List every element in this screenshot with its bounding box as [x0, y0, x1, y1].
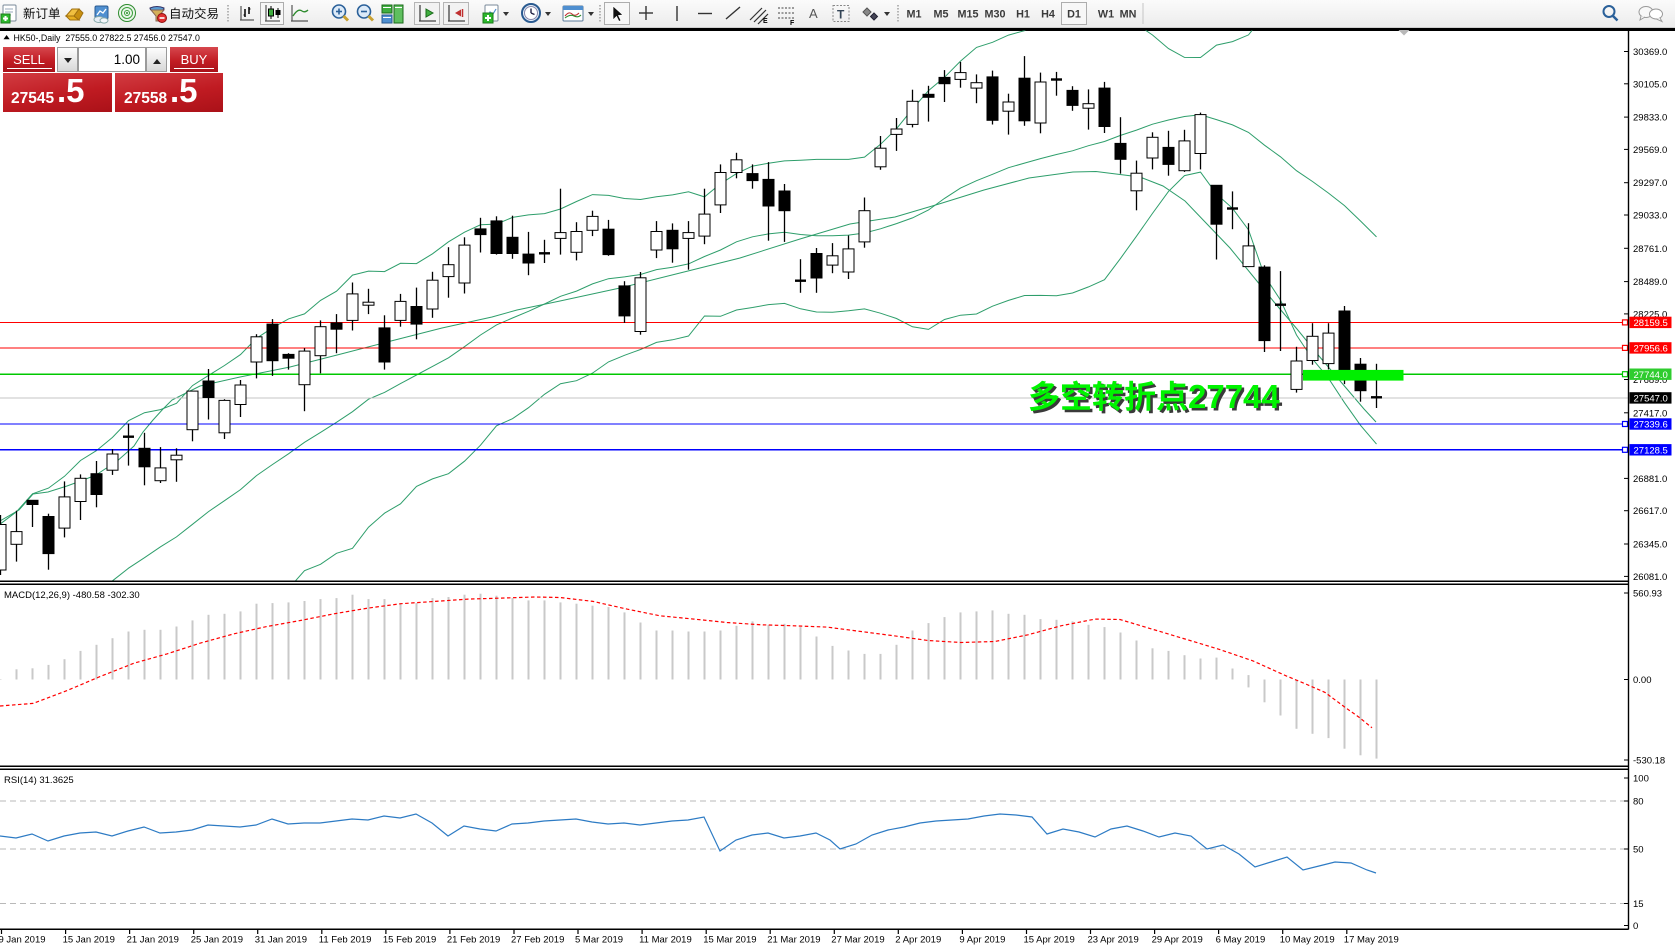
svg-text:29 Apr 2019: 29 Apr 2019	[1152, 935, 1203, 946]
svg-text:9 Apr 2019: 9 Apr 2019	[959, 935, 1005, 946]
svg-text:HK50-,Daily 27555.0 27822.5 2: HK50-,Daily 27555.0 27822.5 27456.0 2754…	[14, 33, 200, 43]
svg-text:M30: M30	[984, 9, 1005, 21]
svg-text:28761.0: 28761.0	[1633, 244, 1667, 255]
svg-text:MN: MN	[1120, 9, 1137, 21]
svg-text:26617.0: 26617.0	[1633, 506, 1667, 517]
svg-text:T: T	[837, 8, 845, 22]
svg-text:15 Apr 2019: 15 Apr 2019	[1024, 935, 1075, 946]
svg-text:10 May 2019: 10 May 2019	[1280, 935, 1335, 946]
svg-text:29297.0: 29297.0	[1633, 178, 1667, 189]
svg-text:560.93: 560.93	[1633, 589, 1662, 600]
svg-text:50: 50	[1633, 845, 1644, 856]
svg-text:0: 0	[1633, 921, 1638, 932]
svg-text:E: E	[763, 18, 768, 25]
svg-text:26881.0: 26881.0	[1633, 474, 1667, 485]
svg-text:9 Jan 2019: 9 Jan 2019	[0, 935, 46, 946]
svg-text:21 Jan 2019: 21 Jan 2019	[127, 935, 179, 946]
svg-text:28225.0: 28225.0	[1633, 309, 1667, 320]
svg-text:15 Feb 2019: 15 Feb 2019	[383, 935, 436, 946]
svg-text:27339.6: 27339.6	[1634, 420, 1668, 431]
svg-text:29033.0: 29033.0	[1633, 211, 1667, 222]
svg-text:11 Mar 2019: 11 Mar 2019	[639, 935, 692, 946]
svg-text:F: F	[790, 20, 795, 27]
svg-text:27744: 27744	[1188, 378, 1280, 415]
svg-text:6 May 2019: 6 May 2019	[1216, 935, 1266, 946]
svg-text:25 Jan 2019: 25 Jan 2019	[191, 935, 243, 946]
svg-text:H4: H4	[1041, 9, 1055, 21]
svg-text:27 Mar 2019: 27 Mar 2019	[831, 935, 884, 946]
svg-text:W1: W1	[1098, 9, 1114, 21]
svg-text:15: 15	[1633, 899, 1644, 910]
svg-text:15 Mar 2019: 15 Mar 2019	[703, 935, 756, 946]
svg-text:29569.0: 29569.0	[1633, 145, 1667, 156]
svg-text:27956.6: 27956.6	[1634, 344, 1668, 355]
svg-text:29833.0: 29833.0	[1633, 113, 1667, 124]
svg-text:27689.0: 27689.0	[1633, 375, 1667, 386]
svg-text:21 Mar 2019: 21 Mar 2019	[767, 935, 820, 946]
svg-text:30105.0: 30105.0	[1633, 79, 1667, 90]
svg-text:27128.5: 27128.5	[1634, 445, 1668, 456]
svg-text:A: A	[809, 6, 818, 21]
svg-text:26081.0: 26081.0	[1633, 572, 1667, 583]
svg-text:100: 100	[1633, 774, 1649, 785]
svg-text:21 Feb 2019: 21 Feb 2019	[447, 935, 500, 946]
svg-text:30369.0: 30369.0	[1633, 47, 1667, 58]
svg-text:23 Apr 2019: 23 Apr 2019	[1088, 935, 1139, 946]
svg-text:H1: H1	[1016, 9, 1030, 21]
svg-text:28159.5: 28159.5	[1634, 318, 1668, 329]
svg-text:-530.18: -530.18	[1633, 756, 1665, 767]
svg-text:D1: D1	[1067, 9, 1081, 21]
svg-text:17 May 2019: 17 May 2019	[1344, 935, 1399, 946]
svg-text:M15: M15	[957, 9, 978, 21]
svg-text:27 Feb 2019: 27 Feb 2019	[511, 935, 564, 946]
svg-text:80: 80	[1633, 797, 1644, 808]
svg-text:2 Apr 2019: 2 Apr 2019	[895, 935, 941, 946]
svg-text:M5: M5	[934, 9, 949, 21]
svg-text:27744.0: 27744.0	[1634, 370, 1668, 381]
svg-text:MACD(12,26,9) -480.58 -302.30: MACD(12,26,9) -480.58 -302.30	[4, 590, 140, 601]
svg-text:27547.0: 27547.0	[1634, 394, 1668, 405]
svg-text:27417.0: 27417.0	[1633, 408, 1667, 419]
svg-text:27744: 27744	[1191, 381, 1283, 418]
svg-text:M1: M1	[907, 9, 922, 21]
svg-text:11 Feb 2019: 11 Feb 2019	[319, 935, 372, 946]
svg-text:0.00: 0.00	[1633, 675, 1652, 686]
svg-text:RSI(14) 31.3625: RSI(14) 31.3625	[4, 775, 74, 786]
svg-text:5 Mar 2019: 5 Mar 2019	[575, 935, 623, 946]
svg-text:31 Jan 2019: 31 Jan 2019	[255, 935, 307, 946]
svg-text:26345.0: 26345.0	[1633, 540, 1667, 551]
svg-text:28489.0: 28489.0	[1633, 277, 1667, 288]
svg-text:15 Jan 2019: 15 Jan 2019	[63, 935, 115, 946]
